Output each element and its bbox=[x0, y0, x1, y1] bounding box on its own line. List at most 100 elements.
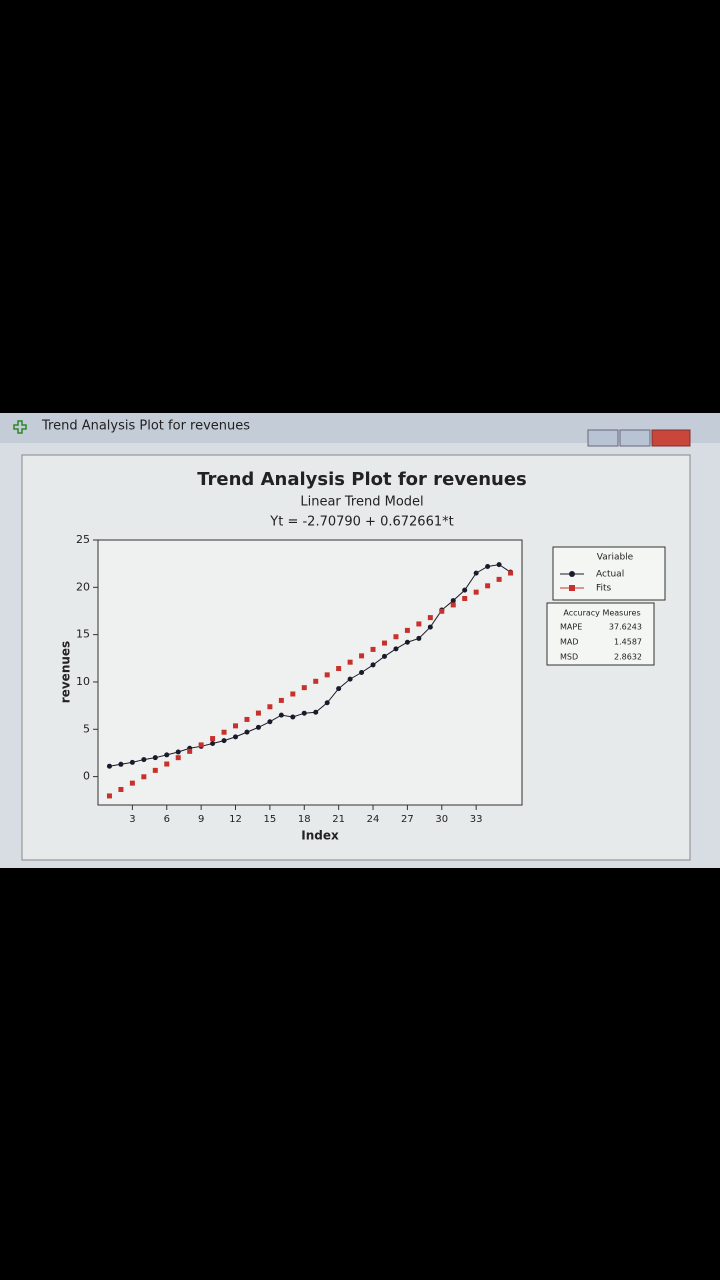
fit-point bbox=[324, 672, 330, 678]
x-tick-label: 27 bbox=[401, 814, 414, 825]
fit-point bbox=[404, 627, 410, 633]
fit-point bbox=[152, 767, 158, 773]
data-point bbox=[175, 749, 181, 755]
fit-point bbox=[416, 621, 422, 627]
fit-point bbox=[336, 666, 342, 672]
legend-marker bbox=[569, 571, 575, 577]
x-axis-label: Index bbox=[301, 829, 339, 843]
data-point bbox=[450, 598, 456, 604]
data-point bbox=[370, 662, 376, 668]
legend-label: Actual bbox=[596, 570, 624, 580]
data-point bbox=[359, 670, 365, 675]
fit-point bbox=[233, 723, 239, 729]
fit-point bbox=[301, 685, 307, 691]
data-point bbox=[267, 719, 273, 725]
data-point bbox=[347, 676, 353, 682]
accuracy-value: 1.4587 bbox=[614, 638, 642, 647]
chart-title: Trend Analysis Plot for revenues bbox=[197, 469, 527, 490]
legend-label: Fits bbox=[596, 584, 612, 594]
fit-point bbox=[255, 710, 261, 716]
fit-point bbox=[347, 659, 353, 665]
data-point bbox=[290, 714, 296, 720]
data-point bbox=[313, 709, 319, 715]
fit-point bbox=[473, 589, 479, 595]
fit-point bbox=[359, 653, 365, 659]
y-tick-label: 0 bbox=[83, 770, 90, 783]
fit-point bbox=[496, 576, 502, 582]
y-tick-label: 10 bbox=[76, 675, 90, 688]
accuracy-value: 37.6243 bbox=[609, 623, 642, 632]
fit-point bbox=[485, 583, 491, 589]
legend-title: Variable bbox=[597, 553, 634, 563]
x-tick-label: 15 bbox=[264, 814, 277, 825]
data-point bbox=[255, 724, 261, 730]
maximize-button[interactable] bbox=[619, 429, 651, 447]
fit-point bbox=[244, 716, 250, 722]
fit-point bbox=[393, 634, 399, 640]
data-point bbox=[336, 686, 342, 692]
equation: Yt = -2.70790 + 0.672661*t bbox=[269, 515, 453, 530]
fit-point bbox=[508, 570, 514, 576]
fit-point bbox=[129, 780, 135, 786]
window-title: Trend Analysis Plot for revenues bbox=[41, 419, 250, 434]
fit-point bbox=[290, 691, 296, 697]
data-point bbox=[473, 570, 479, 576]
fit-point bbox=[313, 678, 319, 684]
x-tick-label: 18 bbox=[298, 814, 311, 825]
fit-point bbox=[118, 786, 124, 792]
accuracy-label: MSD bbox=[560, 653, 578, 662]
fit-point bbox=[141, 774, 147, 780]
y-tick-label: 20 bbox=[76, 580, 90, 593]
accuracy-label: MAPE bbox=[560, 623, 582, 632]
fit-point bbox=[164, 761, 170, 767]
data-point bbox=[416, 635, 422, 641]
y-tick-label: 15 bbox=[76, 628, 90, 641]
fit-point bbox=[427, 615, 433, 621]
data-point bbox=[244, 729, 250, 735]
fit-point bbox=[450, 602, 456, 608]
fit-point bbox=[198, 742, 204, 748]
x-tick-label: 6 bbox=[164, 814, 170, 825]
y-axis-label: revenues bbox=[59, 641, 73, 703]
data-point bbox=[129, 759, 135, 765]
app-icon bbox=[13, 420, 27, 434]
data-point bbox=[427, 624, 433, 630]
data-point bbox=[324, 700, 330, 706]
x-tick-label: 3 bbox=[129, 814, 135, 825]
accuracy-label: MAD bbox=[560, 638, 579, 647]
fit-point bbox=[187, 748, 193, 754]
legend-marker bbox=[569, 585, 575, 591]
data-point bbox=[118, 761, 124, 767]
plot-area bbox=[97, 539, 523, 806]
data-point bbox=[164, 752, 170, 758]
y-tick-label: 5 bbox=[83, 722, 90, 735]
data-point bbox=[485, 564, 491, 569]
x-tick-label: 21 bbox=[332, 814, 345, 825]
data-point bbox=[141, 757, 147, 763]
accuracy-title: Accuracy Measures bbox=[563, 609, 640, 618]
data-point bbox=[278, 712, 284, 718]
x-tick-label: 30 bbox=[435, 814, 448, 825]
data-point bbox=[393, 646, 399, 652]
data-point bbox=[233, 734, 239, 740]
accuracy-value: 2.8632 bbox=[614, 653, 642, 662]
minimize-button[interactable] bbox=[587, 429, 619, 447]
data-point bbox=[496, 562, 502, 568]
x-tick-label: 33 bbox=[470, 814, 483, 825]
fit-point bbox=[370, 646, 376, 652]
x-tick-label: 12 bbox=[229, 814, 242, 825]
close-button[interactable] bbox=[651, 429, 691, 447]
fit-point bbox=[381, 640, 387, 646]
accuracy-box bbox=[546, 602, 655, 666]
fit-point bbox=[221, 729, 227, 735]
fit-point bbox=[267, 704, 273, 710]
data-point bbox=[210, 740, 216, 746]
fit-point bbox=[210, 736, 216, 742]
y-tick-label: 25 bbox=[76, 533, 90, 546]
x-tick-label: 9 bbox=[198, 814, 204, 825]
fit-point bbox=[439, 608, 445, 614]
data-point bbox=[301, 710, 307, 716]
data-point bbox=[381, 653, 387, 659]
